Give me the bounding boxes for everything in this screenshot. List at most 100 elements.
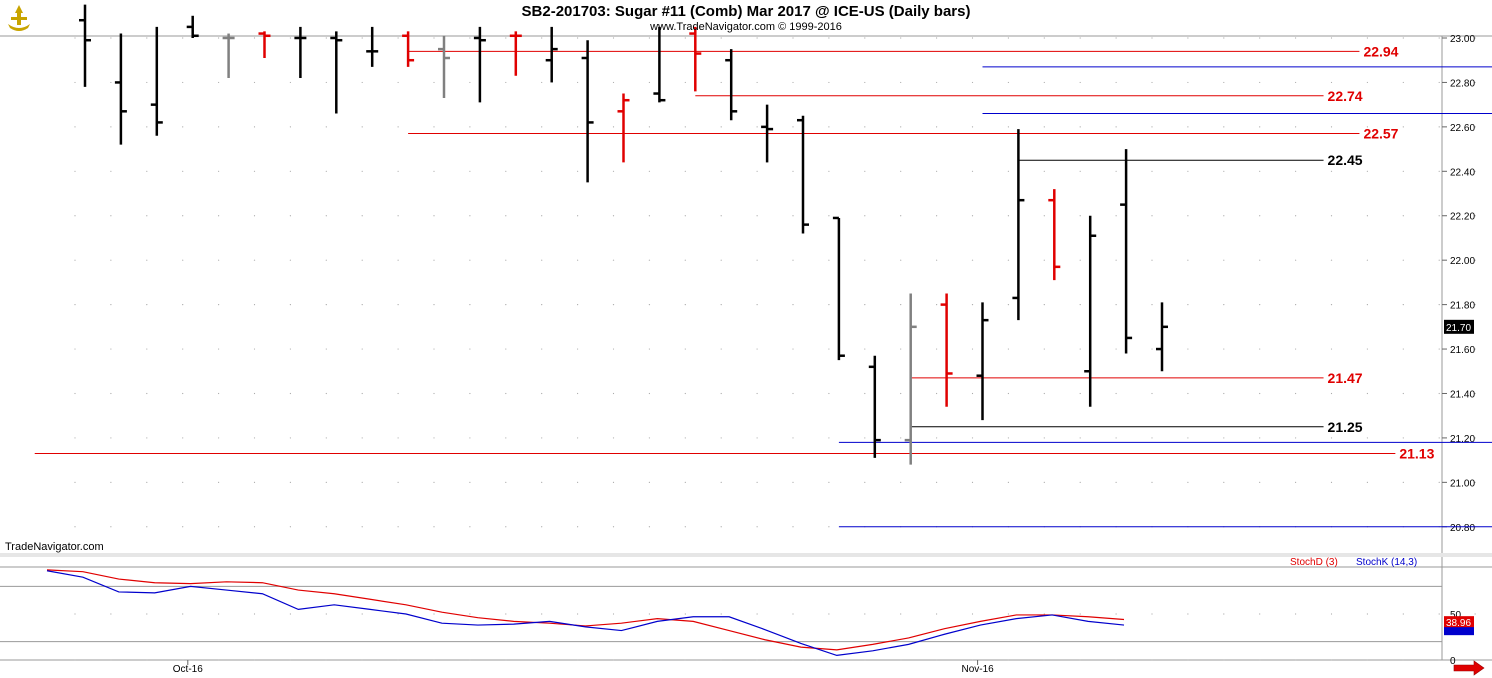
grid-dot (469, 526, 471, 528)
y-tick-label: 22.60 (1450, 123, 1475, 134)
grid-dot (218, 37, 220, 39)
grid-dot (971, 659, 974, 661)
grid-dot (1295, 81, 1297, 84)
grid-dot (828, 613, 830, 615)
grid-dot (1402, 259, 1404, 261)
grid-dot (828, 481, 830, 483)
grid-dot (433, 659, 435, 661)
grid-dot (1223, 304, 1225, 306)
grid-dot (828, 37, 830, 39)
grid-dot (828, 437, 830, 439)
grid-dot (900, 81, 902, 84)
grid-dot (1187, 613, 1189, 615)
grid-dot (253, 170, 256, 172)
grid-dot (505, 392, 507, 395)
grid-dot (1438, 37, 1440, 39)
grid-dot (648, 126, 651, 128)
grid-dot (648, 304, 651, 306)
grid-dot (397, 659, 399, 661)
grid-dot (864, 437, 866, 439)
grid-dot (433, 613, 435, 615)
grid-dot (684, 304, 686, 306)
red-right-arrow-icon[interactable] (1452, 660, 1486, 676)
grid-dot (74, 348, 76, 350)
chart-subtitle: www.TradeNavigator.com © 1999-2016 (650, 21, 842, 33)
grid-dot (756, 126, 758, 128)
grid-dot (469, 392, 471, 395)
grid-dot (936, 170, 938, 172)
grid-dot (1402, 348, 1404, 350)
grid-dot (218, 215, 220, 217)
grid-dot (1151, 170, 1153, 172)
grid-dot (1043, 481, 1045, 483)
grid-dot (1402, 37, 1404, 39)
grid-dot (1043, 437, 1045, 439)
grid-dot (469, 37, 471, 39)
grid-dot (182, 659, 184, 661)
grid-dot (971, 348, 974, 350)
grid-dot (1151, 392, 1153, 395)
grid-dot (1366, 437, 1368, 439)
watermark: TradeNavigator.com (5, 541, 104, 553)
grid-dot (325, 259, 327, 261)
grid-dot (289, 259, 291, 261)
grid-dot (1007, 659, 1010, 661)
y-tick-label: 22.80 (1450, 78, 1475, 89)
grid-dot (828, 259, 830, 261)
grid-dot (1007, 348, 1010, 350)
grid-dot (864, 304, 866, 306)
grid-dot (1259, 126, 1261, 128)
grid-dot (541, 170, 543, 172)
grid-dot (828, 126, 830, 128)
grid-dot (1402, 437, 1404, 439)
grid-dot (433, 259, 435, 261)
grid-dot (792, 81, 794, 84)
grid-dot (325, 215, 327, 217)
grid-dot (1474, 259, 1476, 261)
grid-dot (110, 259, 112, 261)
grid-dot (469, 437, 471, 439)
grid-dot (146, 37, 148, 39)
grid-dot (74, 304, 76, 306)
grid-dot (971, 481, 974, 483)
legend-stochd: StochD (3) (1290, 557, 1338, 568)
grid-dot (1151, 437, 1153, 439)
grid-dot (971, 259, 974, 261)
grid-dot (146, 481, 148, 483)
grid-dot (612, 659, 615, 661)
grid-dot (1259, 437, 1261, 439)
grid-dot (397, 81, 399, 84)
grid-dot (110, 392, 112, 395)
grid-dot (325, 170, 327, 172)
grid-dot (218, 481, 220, 483)
grid-dot (218, 81, 220, 84)
grid-dot (74, 659, 76, 661)
grid-dot (1474, 481, 1476, 483)
grid-dot (541, 304, 543, 306)
grid-dot (397, 437, 399, 439)
grid-dot (541, 81, 543, 84)
grid-dot (289, 613, 291, 615)
grid-dot (648, 613, 651, 615)
grid-dot (1007, 481, 1010, 483)
grid-dot (1151, 613, 1153, 615)
grid-dot (74, 437, 76, 439)
grid-dot (900, 437, 902, 439)
grid-dot (900, 304, 902, 306)
grid-dot (1043, 392, 1045, 395)
grid-dot (684, 659, 686, 661)
grid-dot (1223, 659, 1225, 661)
grid-dot (1366, 659, 1368, 661)
grid-dot (720, 37, 722, 39)
grid-dot (684, 613, 686, 615)
grid-dot (936, 304, 938, 306)
grid-dot (433, 392, 435, 395)
grid-dot (469, 126, 471, 128)
grid-dot (253, 37, 256, 39)
grid-dot (1115, 215, 1117, 217)
grid-dot (1115, 81, 1117, 84)
grid-dot (756, 37, 758, 39)
grid-dot (1223, 126, 1225, 128)
trade-navigator-logo-icon[interactable] (2, 2, 36, 34)
grid-dot (253, 613, 256, 615)
